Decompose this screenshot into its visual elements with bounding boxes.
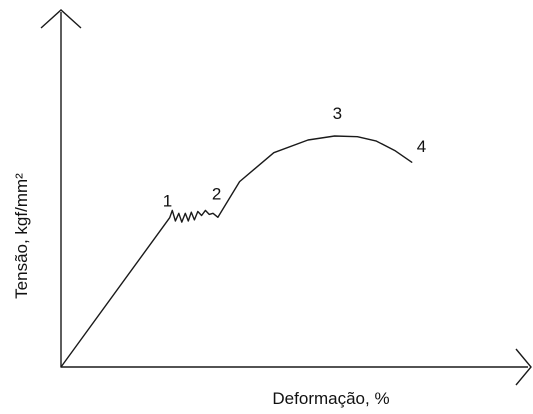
- point-label-3: 3: [333, 104, 342, 123]
- point-label-1: 1: [163, 192, 172, 211]
- x-axis-label: Deformação, %: [272, 389, 389, 408]
- stress-strain-curve: [60, 135, 413, 368]
- y-axis-label: Tensão, kgf/mm²: [12, 173, 31, 299]
- y-axis-arrowhead: [40, 9, 82, 29]
- point-label-4: 4: [417, 137, 426, 156]
- x-axis-arrowhead: [515, 348, 532, 386]
- point-label-2: 2: [212, 184, 221, 203]
